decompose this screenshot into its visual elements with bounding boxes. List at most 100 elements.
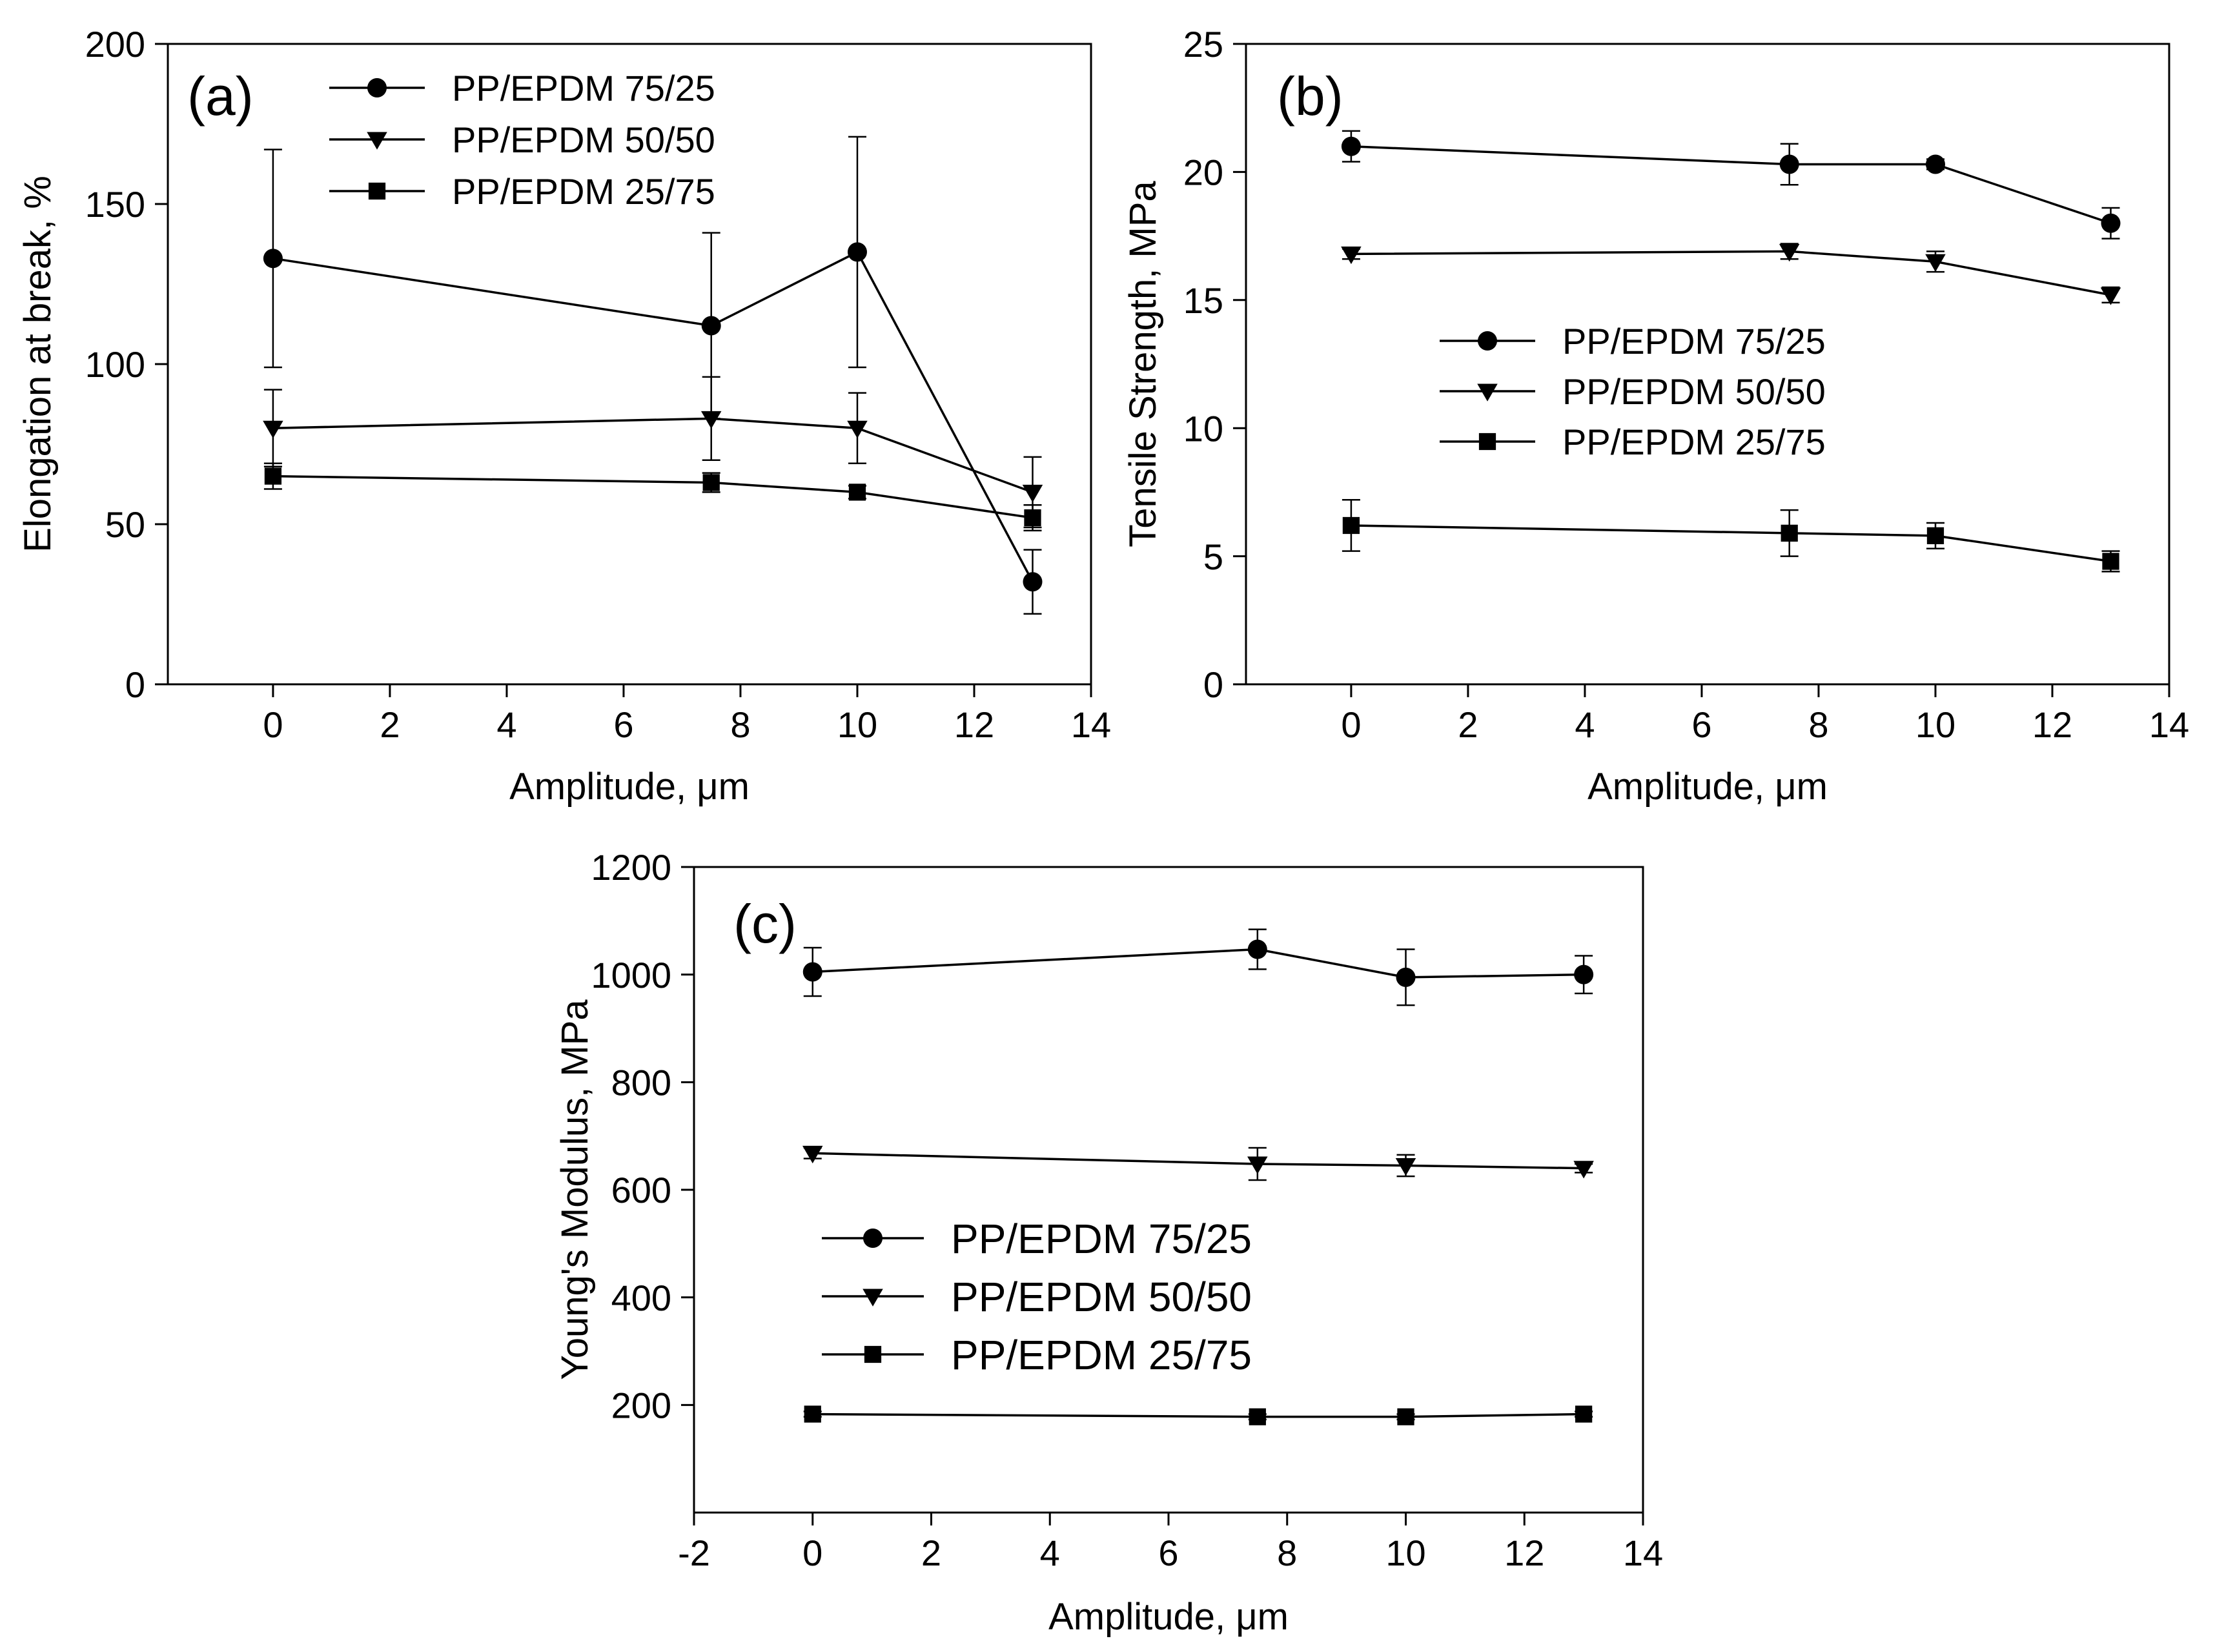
x-tick-label: 10: [1385, 1533, 1425, 1573]
legend-marker: [1477, 383, 1498, 402]
legend-label: PP/EPDM 75/25: [452, 68, 715, 108]
x-tick-label: 6: [1691, 704, 1711, 745]
y-tick-label: 100: [85, 344, 145, 385]
legend-label: PP/EPDM 50/50: [452, 119, 715, 160]
data-point: [263, 420, 283, 439]
x-tick-label: 2: [921, 1533, 941, 1573]
legend-label: PP/EPDM 25/75: [452, 171, 715, 212]
data-point: [2102, 553, 2119, 570]
panel-label: (b): [1277, 66, 1343, 127]
y-tick-label: 800: [611, 1062, 671, 1103]
x-tick-label: 6: [613, 704, 633, 745]
x-tick-label: 12: [2032, 704, 2072, 745]
x-tick-label: 4: [1575, 704, 1595, 745]
x-tick-label: 0: [1341, 704, 1361, 745]
data-point: [2100, 287, 2121, 305]
y-tick-label: 600: [611, 1170, 671, 1210]
x-tick-label: 8: [730, 704, 750, 745]
x-tick-label: 14: [2149, 704, 2189, 745]
legend-marker: [864, 1345, 882, 1363]
data-point: [804, 1405, 821, 1423]
data-point: [1247, 939, 1267, 959]
series-line: [812, 948, 1584, 979]
data-point: [263, 249, 283, 269]
legend: PP/EPDM 75/25 PP/EPDM 50/50 PP/EPDM 25/75: [329, 68, 715, 212]
x-tick-label: 0: [263, 704, 283, 745]
x-tick-label: 6: [1158, 1533, 1178, 1573]
series-line: [812, 1152, 1584, 1170]
plot-frame: [1245, 43, 2170, 686]
data-point: [264, 467, 282, 485]
y-axis-label: Tensile Strength, MPa: [1122, 181, 1164, 547]
legend-marker: [1478, 331, 1497, 351]
data-point: [1397, 1408, 1414, 1425]
x-tick-label: 8: [1808, 704, 1828, 745]
y-tick-label: 1200: [591, 847, 671, 888]
y-tick-label: 200: [85, 24, 145, 65]
data-point: [1779, 154, 1799, 174]
x-tick-label: 14: [1071, 704, 1111, 745]
data-point: [802, 962, 822, 982]
data-point: [2101, 213, 2121, 233]
data-point: [1024, 509, 1041, 527]
data-point: [1925, 254, 1946, 272]
chart-panel-c: -2 0 2 4 6 8 10 12 14 200 400 600 800 1000 1200 Amplitu…: [554, 847, 1663, 1638]
y-tick-label: 50: [105, 504, 145, 545]
x-tick-label: 0: [802, 1533, 822, 1573]
series-line: [272, 250, 1034, 583]
data-point: [1779, 243, 1800, 262]
series-pp-epdm-75-25: [802, 928, 1594, 1006]
legend-marker: [368, 182, 386, 200]
data-point: [847, 420, 868, 439]
data-point: [702, 474, 720, 491]
data-point: [1925, 154, 1945, 174]
y-axis-label: Young's Modulus, MPa: [554, 999, 596, 1380]
legend-marker: [863, 1229, 883, 1248]
data-point: [1395, 1158, 1416, 1176]
data-point: [1575, 1405, 1593, 1423]
chart-panel-a: 0 2 4 6 8 10 12 14 0 50 100 150 200 Amplitude, μm Elon…: [17, 24, 1111, 808]
x-tick-label: -2: [678, 1533, 710, 1573]
series-pp-epdm-50-50: [1341, 243, 2121, 305]
data-point: [847, 242, 867, 262]
series-line: [272, 417, 1034, 494]
series-line: [812, 1412, 1584, 1418]
legend-label: PP/EPDM 75/25: [1562, 321, 1826, 362]
data-point: [700, 411, 722, 429]
y-tick-label: 400: [611, 1278, 671, 1318]
y-tick-label: 0: [1203, 664, 1223, 705]
series-pp-epdm-75-25: [1341, 130, 2121, 240]
data-point: [1781, 524, 1798, 542]
series-pp-epdm-50-50: [263, 376, 1043, 529]
x-tick-label: 8: [1277, 1533, 1297, 1573]
y-axis-label: Elongation at break, %: [17, 176, 59, 553]
x-tick-label: 12: [954, 704, 994, 745]
legend-marker: [367, 132, 387, 150]
x-tick-label: 2: [380, 704, 400, 745]
data-point: [802, 1145, 823, 1164]
legend: PP/EPDM 75/25 PP/EPDM 50/50 PP/EPDM 25/75: [1440, 321, 1826, 462]
data-point: [1022, 484, 1043, 503]
data-point: [1247, 1156, 1268, 1174]
data-point: [1023, 572, 1043, 592]
y-tick-label: 1000: [591, 955, 671, 995]
data-point: [1249, 1408, 1266, 1425]
panel-label: (c): [733, 893, 797, 954]
y-tick-label: 5: [1203, 536, 1223, 577]
x-tick-label: 10: [1915, 704, 1955, 745]
series-pp-epdm-50-50: [802, 1145, 1594, 1181]
legend-label: PP/EPDM 50/50: [1562, 371, 1826, 412]
data-point: [1396, 967, 1416, 987]
x-tick-label: 10: [837, 704, 877, 745]
series-line: [1351, 145, 2112, 225]
y-tick-label: 10: [1183, 408, 1223, 449]
legend-marker: [1478, 433, 1496, 451]
legend-label: PP/EPDM 25/75: [951, 1332, 1252, 1378]
x-tick-label: 12: [1504, 1533, 1544, 1573]
x-tick-label: 2: [1458, 704, 1478, 745]
y-tick-label: 25: [1183, 24, 1223, 65]
data-point: [1573, 1161, 1594, 1179]
legend-label: PP/EPDM 75/25: [951, 1216, 1252, 1262]
legend-marker: [863, 1289, 883, 1307]
